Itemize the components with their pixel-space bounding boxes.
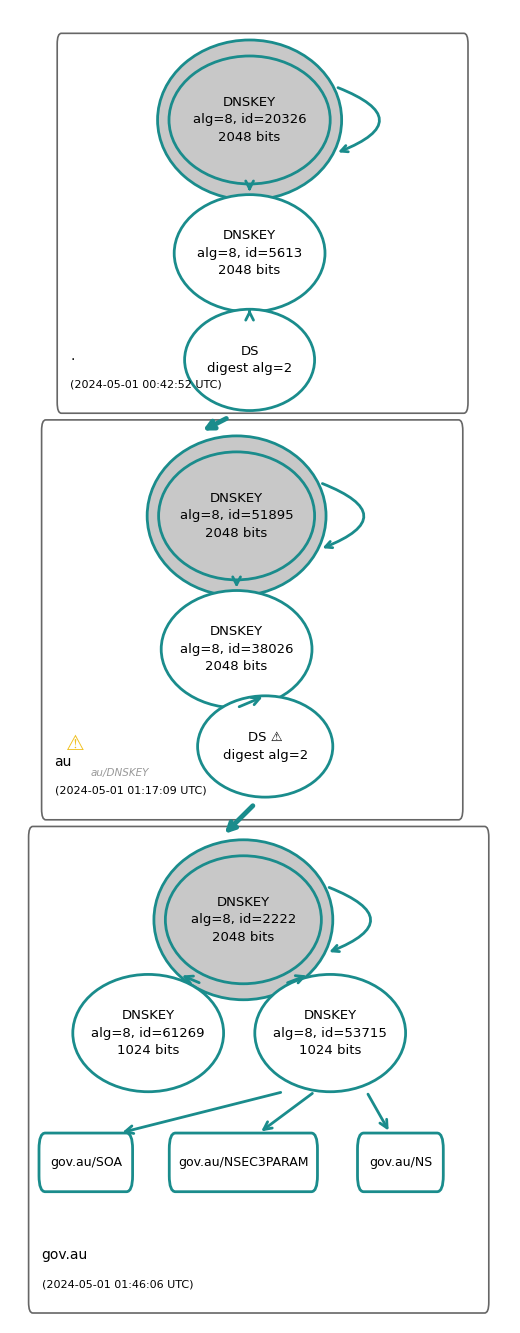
Ellipse shape (169, 56, 330, 184)
Text: gov.au/NSEC3PARAM: gov.au/NSEC3PARAM (178, 1156, 308, 1169)
FancyBboxPatch shape (57, 33, 468, 413)
Text: DNSKEY
alg=8, id=51895
2048 bits: DNSKEY alg=8, id=51895 2048 bits (180, 492, 293, 540)
Text: DNSKEY
alg=8, id=2222
2048 bits: DNSKEY alg=8, id=2222 2048 bits (191, 896, 296, 944)
FancyBboxPatch shape (29, 826, 489, 1313)
FancyBboxPatch shape (39, 1133, 133, 1192)
Ellipse shape (174, 195, 325, 312)
Ellipse shape (165, 856, 321, 984)
Text: gov.au/SOA: gov.au/SOA (50, 1156, 122, 1169)
Text: DNSKEY
alg=8, id=5613
2048 bits: DNSKEY alg=8, id=5613 2048 bits (197, 229, 302, 277)
Text: DS
digest alg=2: DS digest alg=2 (207, 345, 292, 375)
Ellipse shape (154, 840, 333, 1000)
Text: gov.au: gov.au (42, 1248, 88, 1262)
Text: gov.au/NS: gov.au/NS (369, 1156, 432, 1169)
Ellipse shape (198, 696, 333, 797)
Text: DS ⚠
digest alg=2: DS ⚠ digest alg=2 (223, 732, 308, 761)
Text: DNSKEY
alg=8, id=61269
1024 bits: DNSKEY alg=8, id=61269 1024 bits (92, 1009, 205, 1057)
Text: DNSKEY
alg=8, id=53715
1024 bits: DNSKEY alg=8, id=53715 1024 bits (274, 1009, 387, 1057)
FancyBboxPatch shape (170, 1133, 318, 1192)
Text: DNSKEY
alg=8, id=20326
2048 bits: DNSKEY alg=8, id=20326 2048 bits (193, 96, 306, 144)
Ellipse shape (147, 436, 326, 596)
Ellipse shape (158, 40, 342, 200)
FancyBboxPatch shape (358, 1133, 443, 1192)
Text: au/DNSKEY: au/DNSKEY (91, 768, 150, 778)
Ellipse shape (73, 974, 224, 1092)
Text: DNSKEY
alg=8, id=38026
2048 bits: DNSKEY alg=8, id=38026 2048 bits (180, 625, 293, 673)
Ellipse shape (161, 591, 312, 708)
Text: ⚠: ⚠ (66, 733, 85, 754)
Ellipse shape (185, 309, 315, 411)
Ellipse shape (159, 452, 315, 580)
Ellipse shape (255, 974, 406, 1092)
Text: .: . (70, 348, 74, 363)
Text: (2024-05-01 01:17:09 UTC): (2024-05-01 01:17:09 UTC) (55, 785, 206, 796)
Text: (2024-05-01 01:46:06 UTC): (2024-05-01 01:46:06 UTC) (42, 1278, 193, 1289)
FancyBboxPatch shape (42, 420, 463, 820)
Text: (2024-05-01 00:42:52 UTC): (2024-05-01 00:42:52 UTC) (70, 379, 222, 389)
Text: au: au (55, 754, 72, 769)
